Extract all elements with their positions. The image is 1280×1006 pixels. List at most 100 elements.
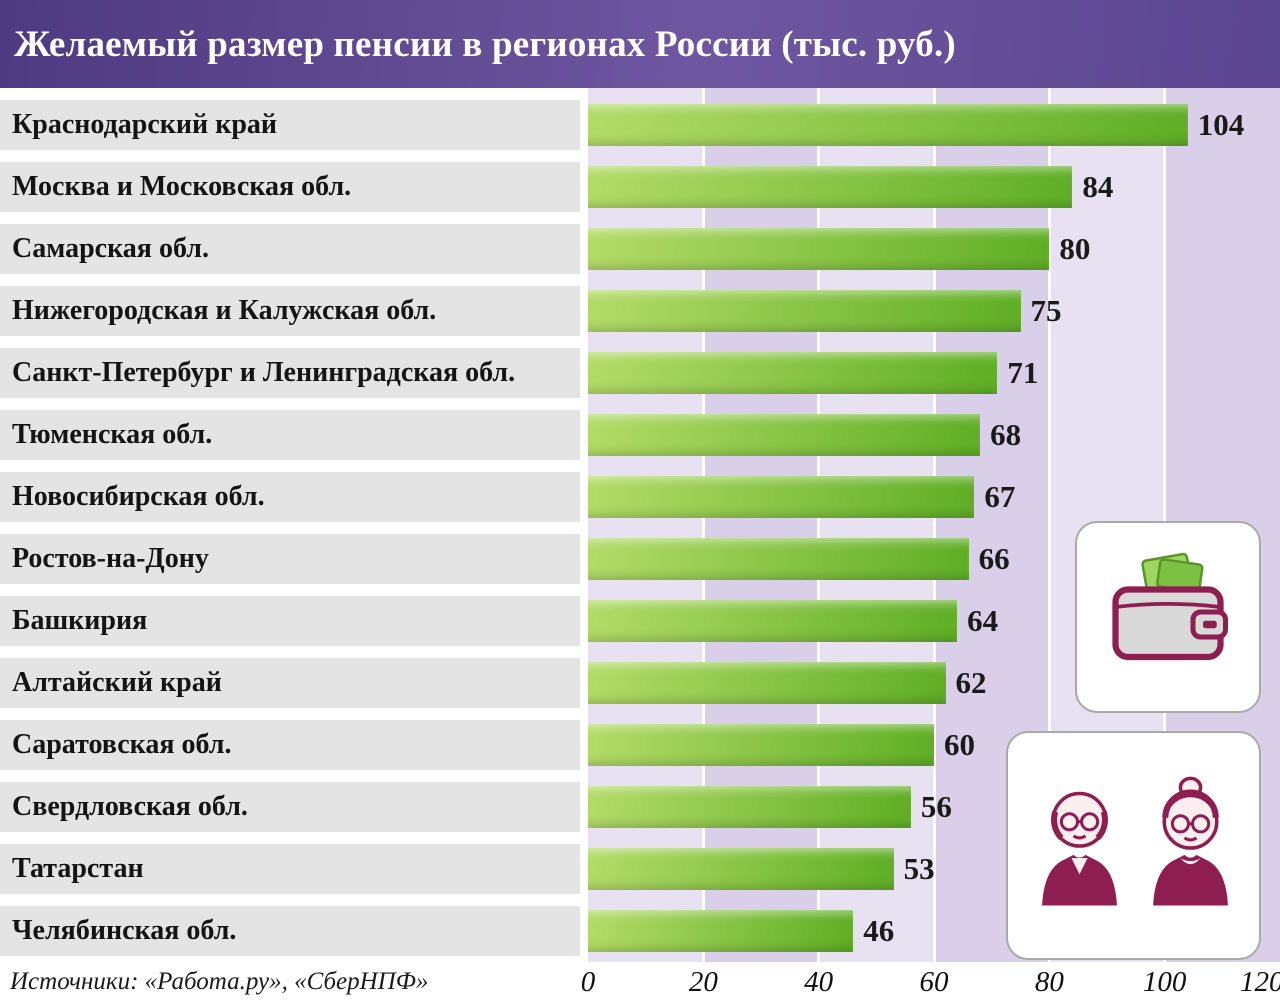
bar-value: 53 xyxy=(903,851,935,886)
bar-value: 60 xyxy=(944,727,975,762)
region-label: Новосибирская обл. xyxy=(12,481,265,512)
region-label: Челябинская обл. xyxy=(12,915,237,946)
bar-value: 71 xyxy=(1007,355,1039,390)
x-axis-tick-label: 80 xyxy=(1034,966,1064,998)
page-title: Желаемый размер пенсии в регионах России… xyxy=(14,23,956,65)
bar-rows: Краснодарский край 104 Москва и Московская… xyxy=(0,94,1280,962)
region-label: Тюменская обл. xyxy=(12,419,213,450)
bar-value: 64 xyxy=(967,603,999,638)
bar-track: 62 xyxy=(588,662,1280,704)
region-label-cell: Краснодарский край xyxy=(0,100,580,150)
gridline xyxy=(932,88,936,962)
elderly-couple-icon xyxy=(1041,776,1228,906)
bar-track: 66 xyxy=(588,538,1280,580)
bar-track: 67 xyxy=(588,476,1280,518)
x-axis-tick-label: 100 xyxy=(1142,966,1187,998)
bar-value: 84 xyxy=(1082,169,1114,204)
chart-row: Москва и Московская обл. 84 xyxy=(0,156,1280,218)
chart-row: Башкирия 64 xyxy=(0,590,1280,652)
x-axis-tick-label: 60 xyxy=(919,966,949,998)
region-label: Нижегородская и Калужская обл. xyxy=(12,295,437,326)
chart-row: Санкт-Петербург и Ленинградская обл. 71 xyxy=(0,342,1280,404)
gridline xyxy=(817,88,821,962)
chart-row: Ростов-на-Дону 66 xyxy=(0,528,1280,590)
chart-row: Самарская обл. 80 xyxy=(0,218,1280,280)
bar-value: 104 xyxy=(1197,107,1245,142)
region-label-cell: Башкирия xyxy=(0,596,580,646)
chart-row: Краснодарский край 104 xyxy=(0,94,1280,156)
pensioners-card xyxy=(1006,731,1261,960)
bar-track: 60 xyxy=(588,724,1280,766)
grandmother-figure xyxy=(1152,776,1228,906)
bar-track: 75 xyxy=(588,290,1280,332)
bar-track: 53 xyxy=(588,848,1280,890)
bar-value: 62 xyxy=(955,665,987,700)
region-label: Самарская обл. xyxy=(12,233,209,264)
bar-track: 56 xyxy=(588,786,1280,828)
x-axis-tick-label: 20 xyxy=(688,966,718,998)
bar xyxy=(588,352,998,394)
x-axis-tick-label: 0 xyxy=(580,966,596,998)
region-label-cell: Ростов-на-Дону xyxy=(0,534,580,584)
region-label: Алтайский край xyxy=(12,667,222,698)
region-label: Татарстан xyxy=(12,853,144,884)
bar-track: 84 xyxy=(588,166,1280,208)
chart-row: Алтайский край 62 xyxy=(0,652,1280,714)
x-axis-tick-label: 40 xyxy=(804,966,834,998)
chart-row: Саратовская обл. 60 xyxy=(0,714,1280,776)
bar xyxy=(588,104,1188,146)
chart-row: Тюменская обл. 68 xyxy=(0,404,1280,466)
region-label-cell: Алтайский край xyxy=(0,658,580,708)
region-label-cell: Новосибирская обл. xyxy=(0,472,580,522)
region-label-cell: Саратовская обл. xyxy=(0,720,580,770)
wallet-icon xyxy=(1112,552,1228,661)
bar-track: 64 xyxy=(588,600,1280,642)
bar-track: 68 xyxy=(588,414,1280,456)
gridline xyxy=(701,88,705,962)
bottom-strip: Источники: «Работа.ру», «СберНПФ» 0 20 40 6… xyxy=(0,962,1280,1006)
bar xyxy=(588,538,969,580)
source-note: Источники: «Работа.ру», «СберНПФ» xyxy=(10,968,429,995)
chart-row: Свердловская обл. 56 xyxy=(0,776,1280,838)
bar-track: 71 xyxy=(588,352,1280,394)
bar xyxy=(588,662,946,704)
bar-value: 56 xyxy=(920,789,952,824)
chart-row: Челябинская обл. 46 xyxy=(0,900,1280,962)
region-label-cell: Санкт-Петербург и Ленинградская обл. xyxy=(0,348,580,398)
chart-row: Татарстан 53 xyxy=(0,838,1280,900)
region-label: Ростов-на-Дону xyxy=(12,543,209,574)
x-axis-tick-label: 120 xyxy=(1239,966,1280,998)
gridline xyxy=(1047,88,1051,962)
bar xyxy=(588,910,854,952)
bar xyxy=(588,848,894,890)
header: Желаемый размер пенсии в регионах России… xyxy=(0,0,1280,88)
region-label-cell: Челябинская обл. xyxy=(0,906,580,956)
chart-area: Краснодарский край 104 Москва и Московская… xyxy=(0,88,1280,962)
chart-row: Новосибирская обл. 67 xyxy=(0,466,1280,528)
bar-value: 75 xyxy=(1030,293,1062,328)
region-label: Москва и Московская обл. xyxy=(12,171,352,202)
region-label: Свердловская обл. xyxy=(12,791,248,822)
region-label: Краснодарский край xyxy=(12,109,278,140)
bar-value: 68 xyxy=(990,417,1022,452)
bar-track: 80 xyxy=(588,228,1280,270)
grandfather-figure xyxy=(1041,791,1117,906)
wallet-card xyxy=(1075,521,1261,713)
region-label: Санкт-Петербург и Ленинградская обл. xyxy=(12,357,516,388)
region-label-cell: Тюменская обл. xyxy=(0,410,580,460)
bar xyxy=(588,724,934,766)
bar-track: 46 xyxy=(588,910,1280,952)
region-label-cell: Татарстан xyxy=(0,844,580,894)
bar xyxy=(588,228,1050,270)
bar xyxy=(588,166,1073,208)
bar xyxy=(588,600,958,642)
bar-value: 80 xyxy=(1059,231,1091,266)
bar-value: 67 xyxy=(984,479,1016,514)
region-label: Саратовская обл. xyxy=(12,729,232,760)
region-label-cell: Свердловская обл. xyxy=(0,782,580,832)
region-label-cell: Нижегородская и Калужская обл. xyxy=(0,286,580,336)
bar xyxy=(588,786,911,828)
bar xyxy=(588,290,1021,332)
region-label-cell: Самарская обл. xyxy=(0,224,580,274)
